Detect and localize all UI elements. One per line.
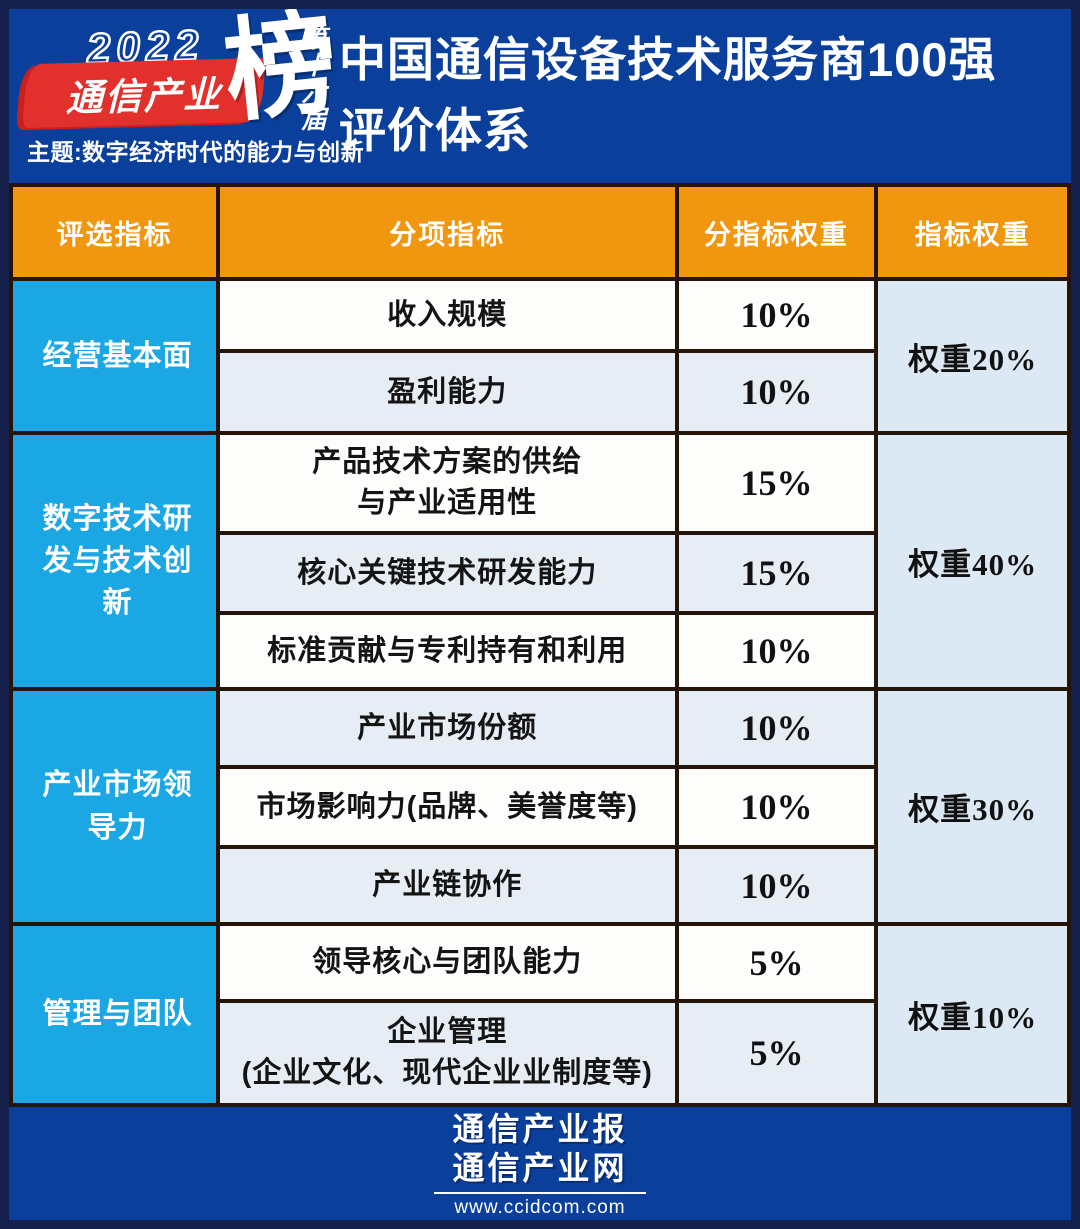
column-header-subweight: 分指标权重 (674, 183, 879, 281)
subweight-cell: 10% (674, 765, 879, 849)
weight-cell-10: 权重10% (874, 922, 1071, 1107)
indicator-cell: 标准贡献与专利持有和利用 (215, 611, 679, 691)
logo-theme-label: 主题:数字经济时代的能力与创新 (27, 139, 365, 165)
page-title: 中国通信设备技术服务商100强 评价体系 (331, 9, 1071, 183)
subweight-cell: 5% (674, 922, 879, 1003)
column-header-weight: 指标权重 (874, 183, 1071, 281)
logo-banner-label: 通信产业 (65, 73, 223, 119)
indicator-cell: 企业管理 (企业文化、现代企业业制度等) (215, 999, 679, 1107)
page-title-line2: 评价体系 (339, 103, 531, 157)
column-header-indicator: 分项指标 (215, 183, 679, 281)
indicator-cell: 盈利能力 (215, 349, 679, 435)
subweight-cell: 10% (674, 611, 879, 691)
column-header-category: 评选指标 (9, 183, 220, 281)
subweight-cell: 10% (674, 687, 879, 769)
subweight-cell: 10% (674, 277, 879, 353)
table-row: 核心关键技术研发能力 15% (11, 531, 1069, 615)
brand-logo: 2022 通信产业 榜 第十六届 主题:数字经济时代的能力与创新 (9, 9, 364, 183)
indicator-cell: 市场影响力(品牌、美誉度等) (215, 765, 679, 849)
logo-edition-label: 第十六届 (298, 25, 325, 133)
category-cell-rnd: 数字技术研发与技术创新 (9, 431, 220, 691)
page-title-line1: 中国通信设备技术服务商100强 (339, 33, 997, 86)
weight-cell-40: 权重40% (874, 431, 1071, 691)
subweight-cell: 10% (674, 845, 879, 926)
evaluation-table: 评选指标 分项指标 分指标权重 指标权重 经营基本面 收入规模 10% 权重20… (9, 183, 1071, 1107)
footer-paper-name: 通信产业报 (452, 1110, 628, 1147)
table-row: 标准贡献与专利持有和利用 10% (11, 611, 1069, 691)
category-cell-market: 产业市场领导力 (9, 687, 220, 926)
footer: 通信产业报 通信产业网 www.ccidcom.com (9, 1107, 1071, 1220)
table-row: 盈利能力 10% (11, 349, 1069, 435)
indicator-cell: 核心关键技术研发能力 (215, 531, 679, 615)
weight-cell-30: 权重30% (874, 687, 1071, 926)
indicator-cell: 产品技术方案的供给 与产业适用性 (215, 431, 679, 535)
indicator-cell: 收入规模 (215, 277, 679, 353)
table-row: 市场影响力(品牌、美誉度等) 10% (11, 765, 1069, 849)
table-row: 数字技术研发与技术创新 产品技术方案的供给 与产业适用性 15% 权重40% (9, 431, 1071, 691)
subweight-cell: 15% (674, 531, 879, 615)
subweight-cell: 5% (674, 999, 879, 1107)
category-cell-business: 经营基本面 (9, 277, 220, 435)
table-row: 经营基本面 收入规模 10% 权重20% (9, 277, 1071, 435)
weight-cell-20: 权重20% (874, 277, 1071, 435)
table-row: 产业链协作 10% (11, 845, 1069, 926)
indicator-cell: 产业市场份额 (215, 687, 679, 769)
table-row: 产业市场领导力 产业市场份额 10% 权重30% (9, 687, 1071, 926)
table-row: 企业管理 (企业文化、现代企业业制度等) 5% (11, 999, 1069, 1107)
footer-url: www.ccidcom.com (454, 1197, 626, 1219)
footer-divider (434, 1192, 646, 1195)
subweight-cell: 10% (674, 349, 879, 435)
header: 2022 通信产业 榜 第十六届 主题:数字经济时代的能力与创新 中国通信设备技… (9, 9, 1071, 183)
footer-site-name: 通信产业网 (452, 1150, 628, 1186)
category-cell-management: 管理与团队 (9, 922, 220, 1107)
indicator-cell: 产业链协作 (215, 845, 679, 926)
subweight-cell: 15% (674, 431, 879, 535)
indicator-cell: 领导核心与团队能力 (215, 922, 679, 1003)
table-row: 管理与团队 领导核心与团队能力 5% 权重10% (9, 922, 1071, 1107)
